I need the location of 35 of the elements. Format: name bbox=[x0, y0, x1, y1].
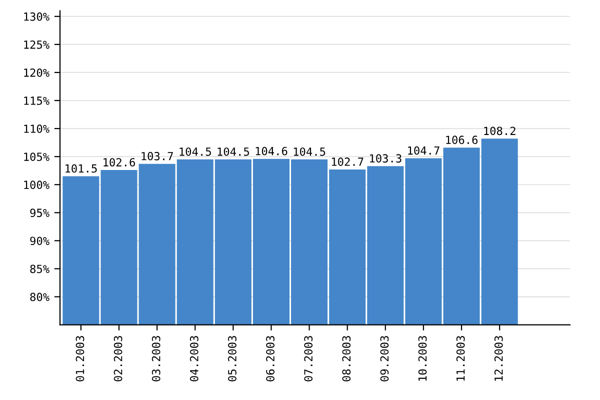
y-tick-label: 125% bbox=[24, 40, 50, 49]
data-label: 101.5 bbox=[66, 164, 97, 173]
data-label: 102.6 bbox=[104, 158, 135, 166]
y-tick-label: 120% bbox=[24, 68, 50, 77]
x-tick-label: 12.2003 bbox=[494, 336, 503, 381]
y-tick-label: 130% bbox=[24, 12, 50, 21]
data-label: 104.6 bbox=[256, 146, 288, 156]
data-label: 108.2 bbox=[484, 126, 516, 136]
x-tick-label: 08.2003 bbox=[342, 336, 351, 382]
x-tick-label: 05.2003 bbox=[228, 336, 236, 382]
y-tick-label: 80% bbox=[30, 292, 50, 302]
y-tick-label: 100% bbox=[24, 180, 50, 190]
y-tick-label: 95% bbox=[30, 208, 50, 218]
data-label: 103.3 bbox=[370, 154, 402, 163]
y-tick-label: 110% bbox=[24, 124, 50, 133]
data-label: 106.6 bbox=[446, 136, 478, 144]
data-label: 104.5 bbox=[180, 147, 211, 156]
x-tick-label: 01.2003 bbox=[76, 336, 84, 382]
data-label: 104.7 bbox=[408, 146, 440, 155]
y-tick-label: 85% bbox=[30, 264, 50, 274]
data-label: 103.7 bbox=[142, 152, 173, 160]
x-tick-label: 09.2003 bbox=[380, 336, 389, 382]
x-tick-label: 10.2003 bbox=[418, 336, 427, 381]
y-tick-label: 90% bbox=[30, 236, 50, 246]
x-tick-label: 03.2003 bbox=[152, 336, 160, 382]
x-tick-label: 04.2003 bbox=[190, 336, 198, 382]
x-tick-label: 07.2003 bbox=[304, 336, 313, 382]
data-label: 104.5 bbox=[294, 147, 326, 156]
data-label: 104.5 bbox=[218, 147, 250, 156]
data-label: 102.7 bbox=[332, 158, 364, 166]
y-tick-label: 105% bbox=[24, 152, 50, 161]
x-tick-label: 11.2003 bbox=[456, 336, 465, 381]
x-tick-label: 02.2003 bbox=[114, 336, 122, 382]
y-tick-label: 115% bbox=[24, 96, 50, 105]
x-tick-label: 06.2003 bbox=[266, 336, 274, 382]
